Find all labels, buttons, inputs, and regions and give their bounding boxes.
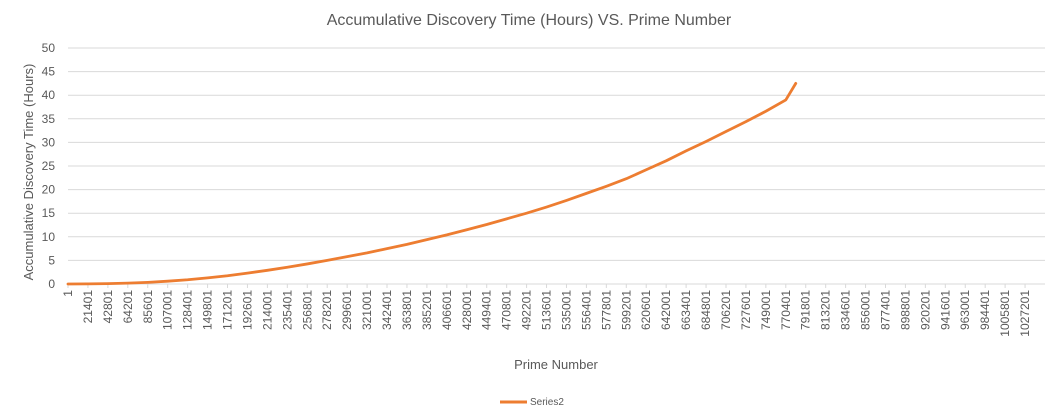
y-tick-label: 35 <box>42 112 56 126</box>
x-tick-label: 21401 <box>81 290 95 324</box>
x-tick-label: 1027201 <box>1018 290 1032 337</box>
y-tick-label: 50 <box>42 41 56 55</box>
x-tick-label: 1005801 <box>998 290 1012 337</box>
x-tick-label: 64201 <box>121 290 135 324</box>
y-tick-label: 20 <box>42 183 56 197</box>
x-tick-label: 898801 <box>898 290 912 330</box>
x-tick-label: 513601 <box>540 290 554 330</box>
x-tick-label: 406601 <box>440 290 454 330</box>
x-tick-label: 449401 <box>480 290 494 330</box>
x-tick-label: 470801 <box>500 290 514 330</box>
x-tick-label: 920201 <box>918 290 932 330</box>
x-tick-label: 984401 <box>978 290 992 330</box>
x-tick-label: 149801 <box>201 290 215 330</box>
x-tick-label: 342401 <box>380 290 394 330</box>
y-tick-label: 40 <box>42 88 56 102</box>
y-tick-label: 30 <box>42 135 56 149</box>
x-tick-label: 214001 <box>260 290 274 330</box>
x-tick-label: 877401 <box>878 290 892 330</box>
x-tick-label: 749001 <box>759 290 773 330</box>
y-axis-ticks: 0 5 10 15 20 25 30 35 40 45 50 <box>42 41 56 291</box>
x-tick-label: 642001 <box>659 290 673 330</box>
x-tick-label: 727601 <box>739 290 753 330</box>
x-tick-label: 770401 <box>779 290 793 330</box>
x-tick-label: 428001 <box>460 290 474 330</box>
x-tick-label: 385201 <box>420 290 434 330</box>
x-tick-label: 363801 <box>400 290 414 330</box>
x-tick-label: 235401 <box>280 290 294 330</box>
x-tick-label: 535001 <box>559 290 573 330</box>
x-tick-label: 856001 <box>859 290 873 330</box>
x-tick-label: 128401 <box>181 290 195 330</box>
x-tick-label: 192601 <box>240 290 254 330</box>
series-layer <box>66 82 798 286</box>
x-tick-label: 321001 <box>360 290 374 330</box>
x-tick-label: 941601 <box>938 290 952 330</box>
x-tick-label: 620601 <box>639 290 653 330</box>
legend: Series2 <box>500 397 564 408</box>
x-tick-label: 706201 <box>719 290 733 330</box>
gridlines <box>68 47 1045 261</box>
x-tick-label: 256801 <box>300 290 314 330</box>
x-tick-label: 1 <box>61 290 75 297</box>
x-tick-label: 791801 <box>799 290 813 330</box>
x-tick-label: 492201 <box>520 290 534 330</box>
y-tick-label: 0 <box>48 277 55 291</box>
x-tick-label: 684801 <box>699 290 713 330</box>
y-tick-label: 10 <box>42 230 56 244</box>
x-tick-label: 834601 <box>839 290 853 330</box>
x-tick-label: 107001 <box>161 290 175 330</box>
y-axis-title: Accumulative Discovery Time (Hours) <box>21 64 36 281</box>
x-tick-label: 299601 <box>340 290 354 330</box>
x-axis-title: Prime Number <box>514 357 598 372</box>
x-tick-label: 171201 <box>221 290 235 330</box>
series-line-series2 <box>66 82 798 286</box>
x-tick-label: 577801 <box>599 290 613 330</box>
x-tick-label: 963001 <box>958 290 972 330</box>
y-tick-label: 45 <box>42 65 56 79</box>
x-tick-label: 599201 <box>619 290 633 330</box>
legend-label-series2: Series2 <box>530 397 564 408</box>
x-tick-label: 556401 <box>579 290 593 330</box>
y-tick-label: 25 <box>42 159 56 173</box>
y-tick-label: 5 <box>48 253 55 267</box>
chart-title: Accumulative Discovery Time (Hours) VS. … <box>327 12 732 29</box>
x-axis-ticks: 1 21401 42801 64201 85601 107001 128401 149801 1… <box>61 284 1032 337</box>
x-tick-label: 278201 <box>320 290 334 330</box>
x-tick-label: 813201 <box>819 290 833 330</box>
x-tick-label: 85601 <box>141 290 155 324</box>
x-tick-label: 663401 <box>679 290 693 330</box>
y-tick-label: 15 <box>42 206 56 220</box>
x-tick-label: 42801 <box>101 290 115 324</box>
